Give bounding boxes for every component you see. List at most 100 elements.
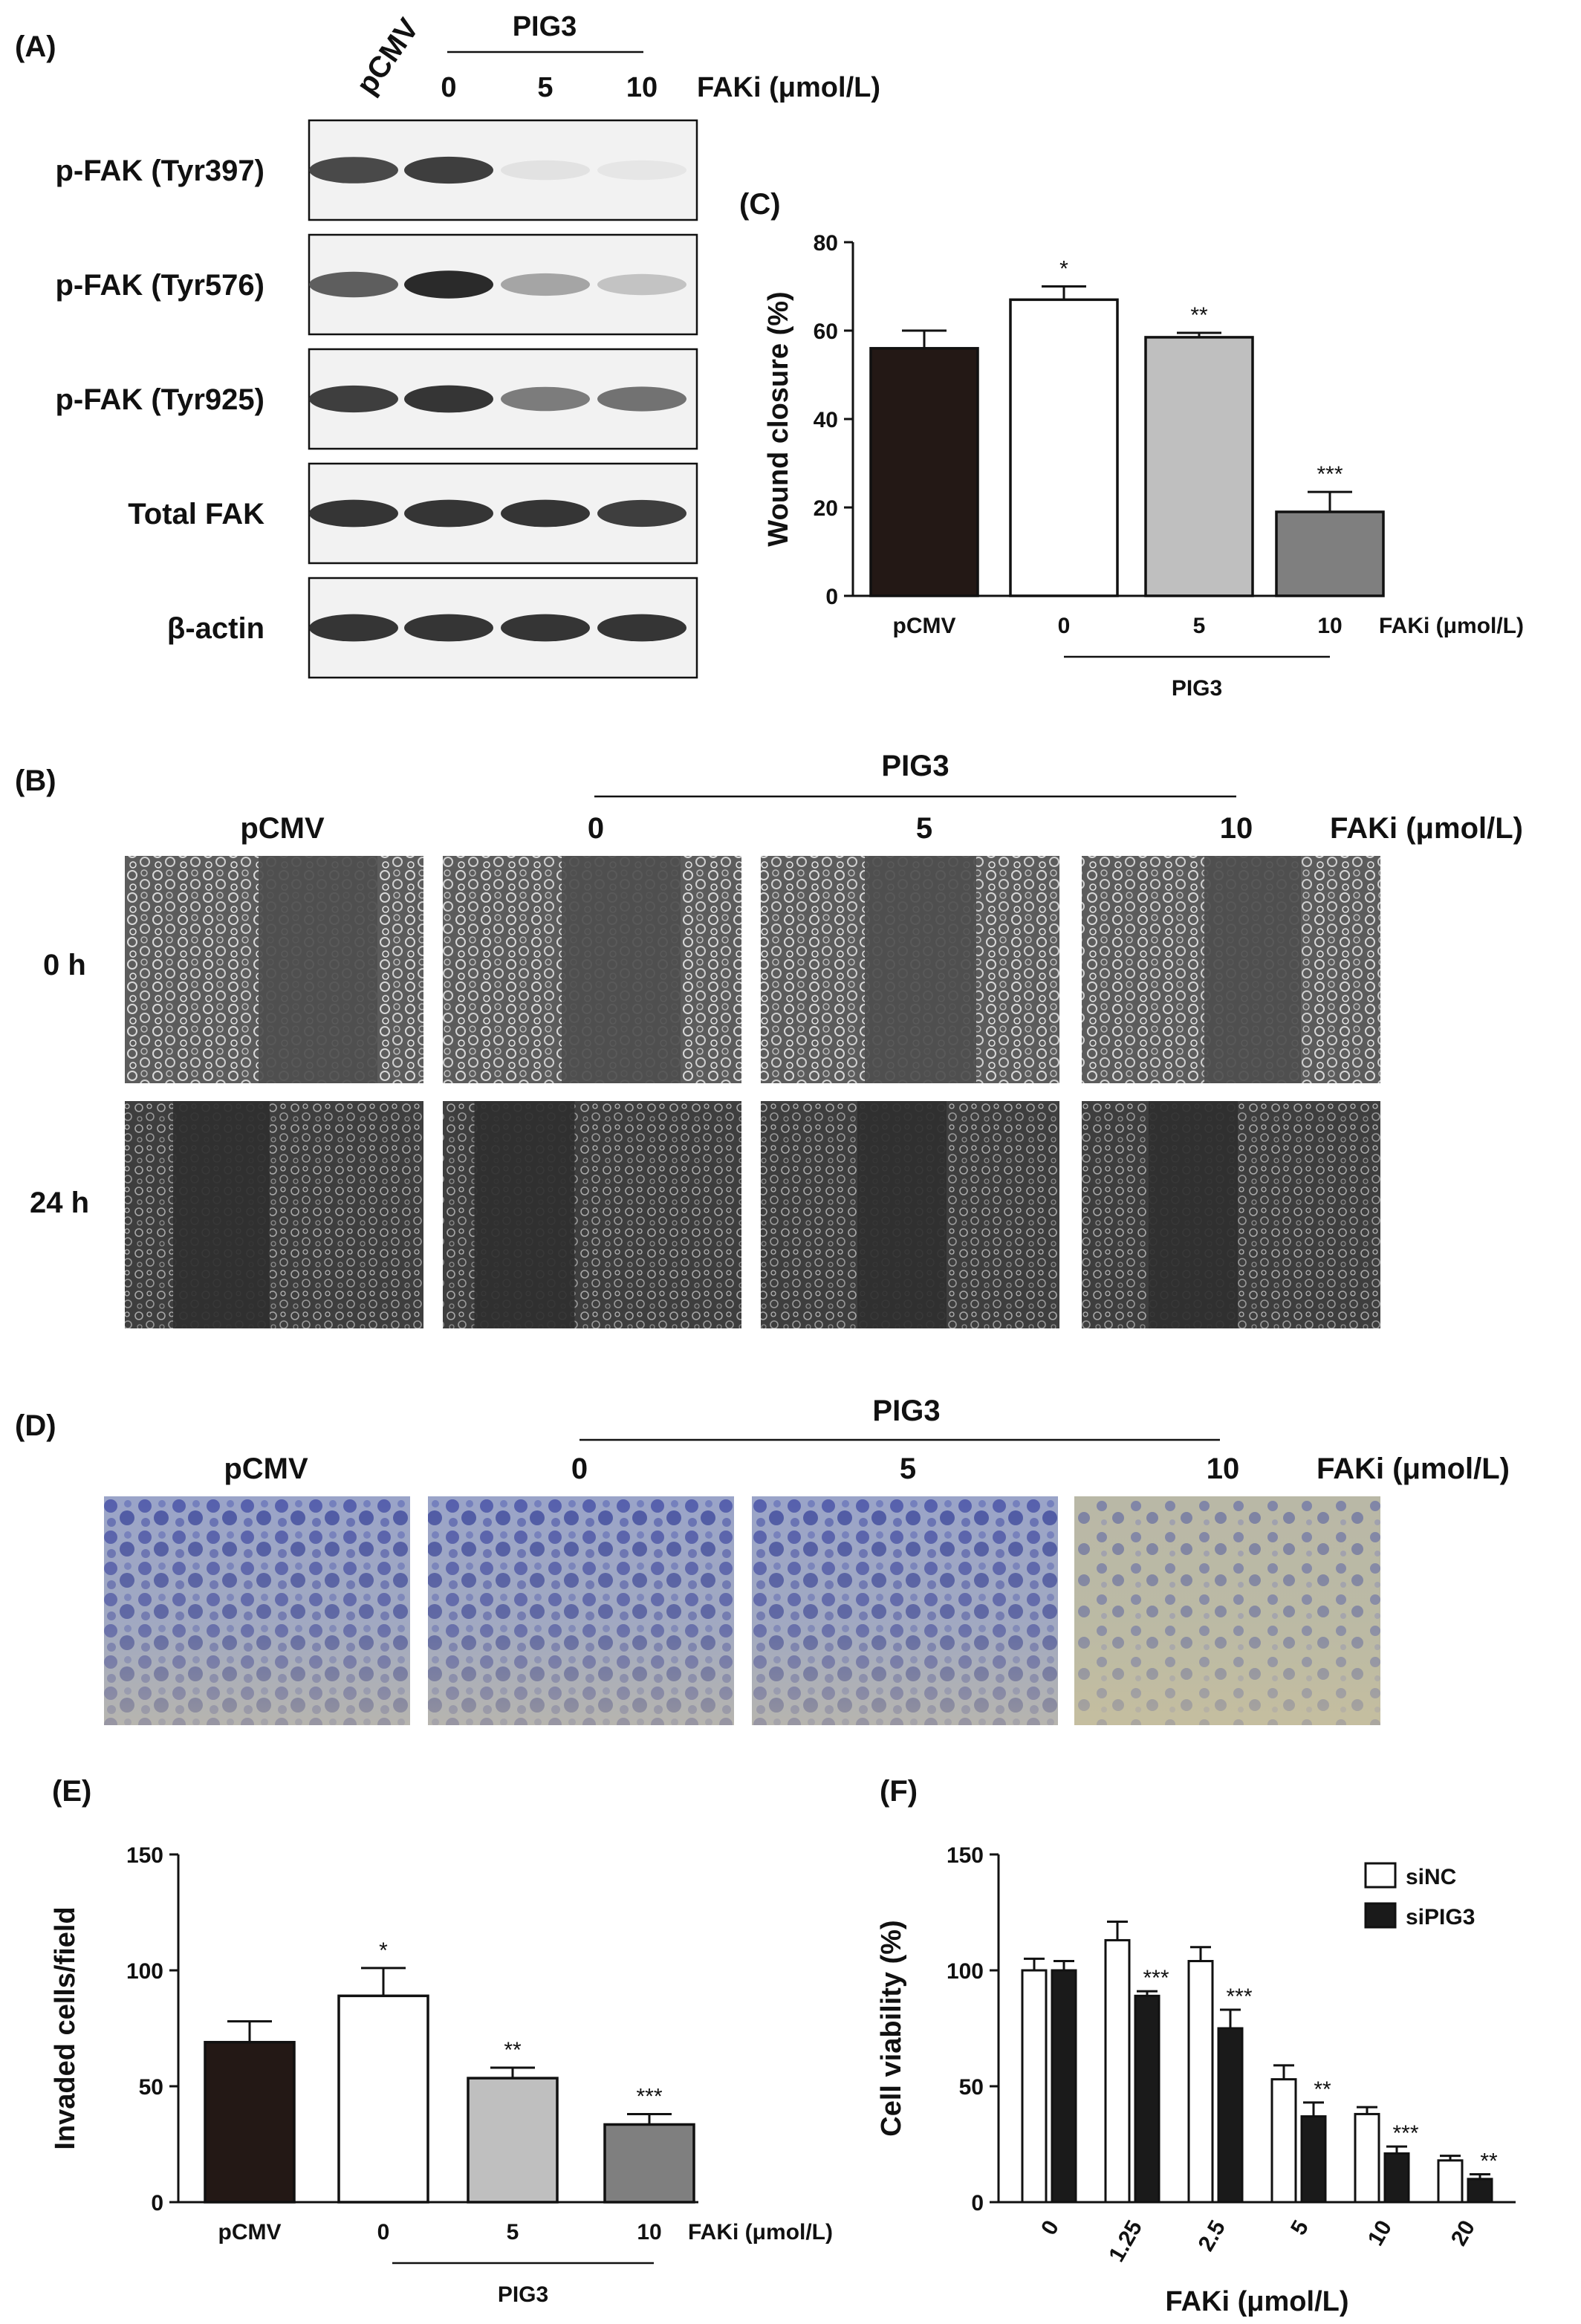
wound-faki-label: FAKi (μmol/L)	[1330, 812, 1523, 845]
transwell-image-shade	[1074, 1496, 1380, 1725]
transwell-col-dose-5: 5	[900, 1452, 916, 1485]
panel-label-f: (F)	[880, 1775, 918, 1808]
x-tick-label: 5	[1193, 614, 1206, 638]
blot-band	[597, 160, 686, 181]
y-tick-label: 80	[814, 231, 838, 256]
x-tick-label: 0	[1036, 2216, 1064, 2239]
y-tick-label: 20	[814, 496, 838, 521]
bar-siPIG3-2.5	[1217, 2027, 1244, 2204]
blot-band	[309, 385, 398, 413]
bar-siPIG3-0	[1051, 1969, 1077, 2204]
blot-band	[404, 614, 493, 642]
y-tick-label: 0	[151, 2191, 163, 2216]
transwell-image-shade	[428, 1496, 734, 1725]
blot-pig3-label: PIG3	[513, 11, 577, 42]
y-tick-label: 0	[825, 585, 838, 609]
panel-label-b: (B)	[15, 765, 56, 797]
significance-marker: **	[1314, 2077, 1331, 2102]
y-tick-label: 100	[126, 1959, 163, 1984]
bar-pCMV	[869, 347, 979, 597]
bar-0	[337, 1994, 429, 2204]
blot-row-label: p-FAK (Tyr576)	[55, 269, 264, 302]
y-axis-label: Wound closure (%)	[763, 291, 794, 546]
wound-image-grid	[125, 856, 1380, 1328]
wound-col-pcmv: pCMV	[240, 812, 325, 845]
transwell-image-shade	[104, 1496, 410, 1725]
bar-10	[1275, 510, 1385, 597]
panel-label-e: (E)	[52, 1775, 91, 1808]
wound-image	[125, 1101, 423, 1328]
transwell-pig3-label: PIG3	[872, 1395, 940, 1427]
blot-band	[309, 271, 398, 298]
x-tick-label: 0	[1058, 614, 1071, 638]
significance-marker: ***	[1392, 2121, 1418, 2146]
blot-band	[404, 385, 493, 413]
invasion-chart: 0 50 100 150 Invaded cells/field pCMV * 0 ** 5 ***…	[50, 1843, 833, 2307]
blot-lane-dose-0: 0	[441, 72, 456, 103]
wound-row-0h: 0 h	[43, 949, 86, 981]
blot-band	[501, 614, 590, 642]
bar-siPIG3-20	[1467, 2178, 1493, 2204]
blot-band	[309, 157, 398, 184]
blot-faki-label: FAKi (μmol/L)	[697, 72, 880, 103]
x-tick-label: 10	[637, 2220, 661, 2245]
y-axis-label: Cell viability (%)	[876, 1920, 907, 2136]
significance-marker: **	[1480, 2149, 1498, 2174]
bar-siNC-10	[1354, 2112, 1380, 2204]
wound-gap	[857, 1101, 947, 1328]
transwell-col-dose-10: 10	[1207, 1452, 1240, 1485]
bar-siNC-2.5	[1187, 1960, 1214, 2204]
wound-gap	[1149, 1101, 1238, 1328]
bar-siPIG3-1.25	[1134, 1994, 1160, 2204]
blot-band	[501, 273, 590, 296]
significance-marker: **	[1190, 303, 1208, 328]
blot-band	[597, 614, 686, 642]
bar-5	[467, 2077, 559, 2204]
panel-label-a: (A)	[15, 30, 56, 63]
y-tick-label: 50	[959, 2075, 984, 2100]
panel-label-d: (D)	[15, 1409, 56, 1442]
y-tick-label: 40	[814, 408, 838, 432]
wound-row-24h: 24 h	[30, 1187, 89, 1219]
blot-band	[501, 499, 590, 528]
blot-band	[597, 386, 686, 412]
transwell-col-dose-0: 0	[571, 1452, 588, 1485]
blot-row-label: p-FAK (Tyr397)	[55, 155, 264, 187]
group-label: PIG3	[498, 2282, 548, 2307]
wound-gap	[259, 856, 377, 1083]
x-tick-label: 5	[507, 2220, 519, 2245]
significance-marker: *	[1059, 257, 1068, 282]
wound-gap	[865, 856, 976, 1083]
wound-col-dose-10: 10	[1220, 812, 1253, 845]
wound-gap	[173, 1101, 270, 1328]
bar-siNC-1.25	[1104, 1938, 1131, 2204]
blot-row-label: Total FAK	[128, 498, 264, 530]
x-tick-label: 20	[1447, 2216, 1480, 2250]
bar-siNC-20	[1437, 2159, 1464, 2204]
blot-band	[404, 499, 493, 528]
group-label: PIG3	[1172, 676, 1222, 701]
x-tick-label: 2.5	[1194, 2216, 1230, 2256]
y-tick-label: 150	[126, 1843, 163, 1868]
bar-siNC-0	[1021, 1969, 1048, 2204]
wound-gap	[562, 856, 681, 1083]
blot-band	[501, 386, 590, 412]
legend-label: siNC	[1406, 1865, 1456, 1889]
y-tick-label: 50	[139, 2075, 163, 2100]
x-axis-label: FAKi (μmol/L)	[688, 2220, 833, 2245]
bar-pCMV	[204, 2040, 296, 2204]
x-tick-label: pCMV	[893, 614, 956, 638]
blot-band	[404, 270, 493, 299]
wound-gap	[474, 1101, 575, 1328]
legend-label: siPIG3	[1406, 1905, 1475, 1929]
transwell-faki-label: FAKi (μmol/L)	[1317, 1452, 1510, 1485]
blot-band	[597, 499, 686, 528]
bar-0	[1009, 298, 1119, 597]
bar-siPIG3-5	[1300, 2115, 1327, 2204]
legend-swatch	[1364, 1862, 1397, 1889]
panel-label-c: (C)	[739, 188, 781, 221]
wound-pig3-label: PIG3	[881, 750, 949, 782]
x-tick-label: 1.25	[1104, 2216, 1147, 2266]
significance-marker: *	[379, 1938, 388, 1963]
